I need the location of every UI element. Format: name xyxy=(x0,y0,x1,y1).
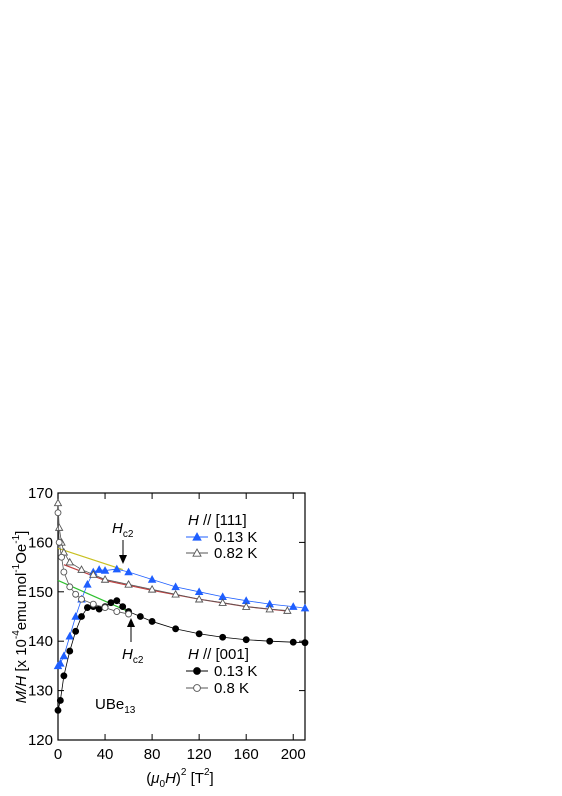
x-tick-label: 40 xyxy=(97,746,114,763)
marker xyxy=(78,613,85,620)
y-tick-label: 150 xyxy=(28,584,53,601)
marker xyxy=(53,498,63,507)
marker xyxy=(58,553,65,561)
marker xyxy=(72,590,80,598)
marker xyxy=(59,651,69,660)
marker xyxy=(112,564,122,573)
marker xyxy=(100,566,110,574)
marker xyxy=(300,603,310,612)
marker xyxy=(55,538,63,546)
marker xyxy=(54,706,62,714)
marker xyxy=(60,672,68,680)
fit-line xyxy=(57,547,123,571)
marker xyxy=(89,570,98,578)
arrow-head xyxy=(127,618,135,627)
marker xyxy=(266,637,274,645)
series-line xyxy=(57,568,306,667)
marker xyxy=(89,600,97,608)
legend-title: H // [001] xyxy=(188,646,249,663)
marker xyxy=(265,604,274,613)
marker xyxy=(241,602,251,610)
marker xyxy=(194,594,204,603)
marker xyxy=(107,599,115,607)
marker xyxy=(94,565,104,573)
marker xyxy=(193,684,201,692)
legend-title: H // [111] xyxy=(188,512,247,529)
marker xyxy=(124,567,133,576)
marker xyxy=(124,579,133,588)
marker xyxy=(56,659,65,667)
marker xyxy=(136,613,144,620)
x-axis-label: (μ0H)2 [T2] xyxy=(146,767,213,790)
marker xyxy=(218,598,227,606)
marker xyxy=(113,608,121,615)
arrow-head xyxy=(119,555,127,564)
marker xyxy=(283,606,292,614)
y-tick-label: 170 xyxy=(28,485,53,502)
legend-label: 0.82 K xyxy=(214,545,257,562)
marker xyxy=(101,604,109,612)
legend-label: 0.13 K xyxy=(214,529,257,546)
marker xyxy=(193,667,201,675)
marker xyxy=(301,639,309,647)
marker xyxy=(119,603,127,611)
y-tick-label: 140 xyxy=(28,633,53,650)
marker xyxy=(71,612,80,620)
marker xyxy=(171,589,180,598)
y-axis-label: M/H [x 10-4emu mol-1Oe-1] xyxy=(11,531,30,704)
marker xyxy=(66,647,74,655)
y-tick-label: 160 xyxy=(28,534,53,551)
marker xyxy=(95,605,103,613)
marker xyxy=(192,532,202,541)
marker xyxy=(83,604,91,612)
legend-label: 0.13 K xyxy=(214,663,257,680)
x-tick-label: 120 xyxy=(187,746,212,763)
sample-label: UBe13 xyxy=(95,696,136,716)
x-tick-label: 160 xyxy=(234,746,259,763)
marker xyxy=(77,565,86,573)
x-tick-label: 0 xyxy=(54,746,62,763)
x-tick-label: 80 xyxy=(144,746,161,763)
y-tick-label: 120 xyxy=(28,732,53,749)
marker xyxy=(194,587,204,596)
marker xyxy=(65,631,75,640)
marker xyxy=(289,638,297,646)
marker xyxy=(171,582,180,591)
marker xyxy=(72,627,80,635)
marker xyxy=(83,579,92,588)
marker xyxy=(147,584,157,593)
marker xyxy=(125,610,132,618)
series-line xyxy=(57,600,306,711)
marker xyxy=(288,602,298,610)
marker xyxy=(65,557,75,566)
annotation: Hc2 xyxy=(122,646,144,666)
marker xyxy=(56,697,64,704)
x-tick-label: 200 xyxy=(281,746,306,763)
marker xyxy=(192,548,202,557)
marker xyxy=(113,597,121,605)
annotation: Hc2 xyxy=(112,520,134,540)
marker xyxy=(78,595,85,603)
marker xyxy=(54,523,64,531)
marker xyxy=(195,630,203,638)
marker xyxy=(147,575,157,583)
marker xyxy=(219,633,227,641)
legend-label: 0.8 K xyxy=(214,680,249,697)
marker xyxy=(60,568,68,576)
plot-frame xyxy=(57,492,306,741)
y-tick-label: 130 xyxy=(28,683,53,700)
marker xyxy=(148,618,156,625)
marker xyxy=(100,575,110,583)
marker xyxy=(54,509,62,517)
marker xyxy=(66,583,74,591)
series-line xyxy=(57,502,288,611)
marker xyxy=(172,625,180,633)
marker xyxy=(242,636,250,644)
